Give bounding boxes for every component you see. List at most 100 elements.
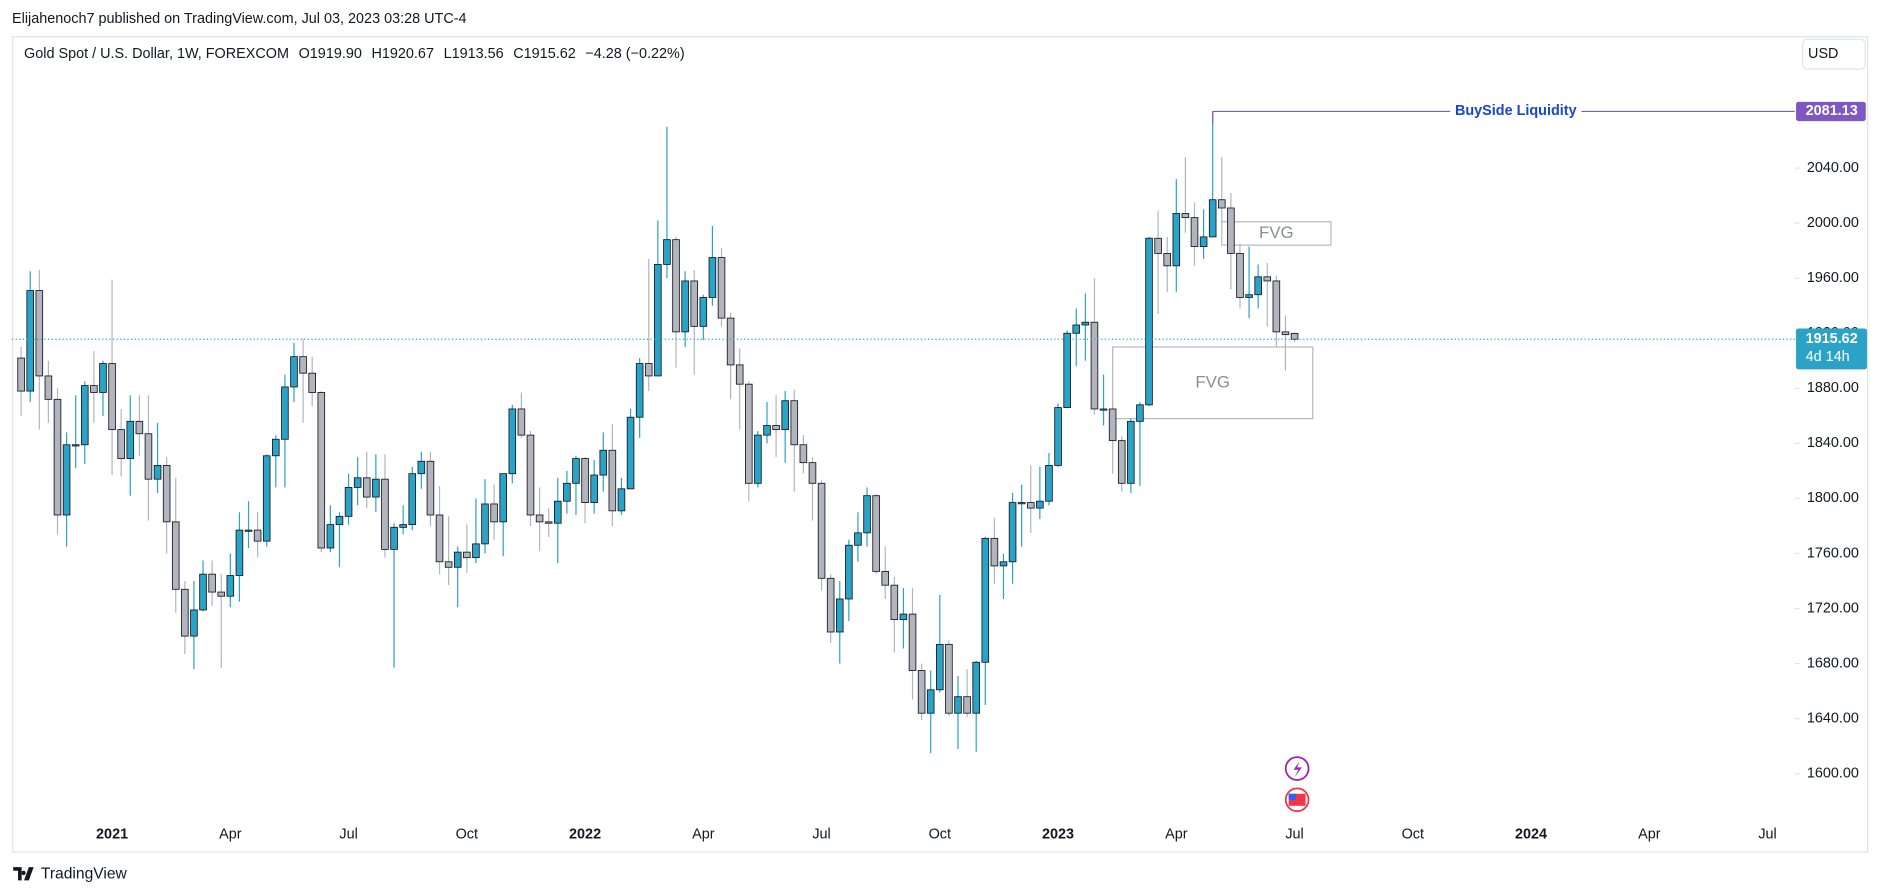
candle-body — [1017, 502, 1026, 505]
candle-body — [444, 561, 453, 568]
candle-body — [835, 598, 844, 633]
candle-body — [1026, 502, 1035, 509]
candle-body — [1263, 276, 1272, 282]
candle-body — [481, 503, 489, 545]
candle-body — [581, 458, 589, 504]
x-tick-label: Apr — [219, 826, 242, 842]
chart-frame — [12, 36, 1869, 853]
candle-body — [1145, 237, 1153, 406]
candle-body — [508, 408, 517, 475]
candle-body — [754, 434, 762, 484]
candle-body — [99, 363, 107, 393]
candle-body — [990, 537, 999, 567]
y-tick-label: 1680.00 — [1807, 655, 1859, 671]
y-tick-label: 1840.00 — [1807, 435, 1859, 451]
candle-body — [517, 408, 526, 436]
candle-body — [945, 643, 953, 714]
candle-body — [717, 257, 726, 319]
candle-body — [253, 529, 262, 542]
candle-body — [563, 482, 571, 502]
lightning-icon — [1293, 761, 1302, 777]
legend-symbol: Gold Spot / U.S. Dollar, 1W, FOREXCOM — [24, 46, 289, 62]
candle-body — [344, 487, 353, 517]
legend-change: −4.28 (−0.22%) — [585, 46, 684, 62]
candle-body — [1172, 213, 1181, 267]
candle-body — [435, 514, 444, 563]
candle-body — [490, 503, 498, 523]
candle-body — [135, 420, 144, 435]
y-tick-label: 1640.00 — [1807, 711, 1859, 727]
candle-body — [1281, 331, 1290, 336]
candle-body — [108, 363, 116, 431]
candle-body — [681, 280, 689, 333]
candle-body — [162, 464, 171, 523]
candle-body — [617, 488, 626, 512]
candle-body — [226, 575, 235, 597]
candle-body — [1036, 500, 1044, 509]
y-tick-label: 1800.00 — [1807, 490, 1859, 506]
candle-body — [763, 425, 771, 436]
x-tick-label: 2021 — [96, 826, 128, 842]
event-icons — [1284, 756, 1310, 813]
candle-body — [854, 532, 862, 546]
candle-body — [690, 280, 699, 327]
countdown-label: 4d 14h — [1806, 349, 1850, 365]
candle-body — [663, 239, 671, 265]
candle-body — [1181, 213, 1190, 219]
candle-body — [44, 375, 53, 400]
candle-body — [954, 696, 962, 714]
x-tick-label: Jul — [1758, 826, 1776, 842]
flag-canton — [1288, 793, 1296, 800]
last-price-label: 1915.62 — [1806, 331, 1858, 347]
currency-button[interactable] — [1802, 38, 1866, 70]
candle-body — [290, 356, 298, 388]
candle-body — [62, 444, 71, 516]
fvg-label: FVG — [1259, 223, 1294, 242]
candle-body — [626, 416, 635, 490]
legend-close: C1915.62 — [513, 46, 575, 62]
candle-body — [299, 356, 307, 374]
candle-body — [999, 561, 1008, 567]
candle-body — [936, 643, 944, 691]
x-tick-label: 2022 — [569, 826, 601, 842]
candle-body — [262, 455, 271, 542]
candle-body — [1127, 420, 1135, 484]
x-tick-label: 2023 — [1042, 826, 1074, 842]
candle-body — [53, 398, 62, 516]
candle-body — [499, 473, 507, 523]
candle-body — [1218, 199, 1226, 209]
currency-label[interactable]: USD — [1808, 46, 1838, 62]
x-tick-label: Apr — [692, 826, 715, 842]
footer-logo: TradingView — [13, 865, 128, 882]
candle-body — [317, 392, 326, 549]
candle-body — [244, 529, 253, 532]
candle-body — [208, 573, 216, 593]
candle-body — [17, 357, 25, 392]
liquidity-label: BuySide Liquidity — [1455, 103, 1577, 119]
candle-body — [899, 613, 908, 621]
x-tick-label: Oct — [929, 826, 951, 842]
candle-body — [399, 524, 407, 528]
candle-body — [745, 383, 753, 484]
fvg-box — [1221, 221, 1332, 246]
candle-body — [426, 460, 435, 516]
liquidity-price: 2081.13 — [1806, 103, 1858, 119]
candle-body — [926, 689, 935, 714]
candle-body — [1199, 236, 1208, 247]
candle-body — [335, 515, 344, 526]
candle-body — [1081, 321, 1090, 326]
candle-body — [390, 526, 398, 550]
candle-body — [735, 364, 744, 385]
candle-body — [635, 363, 644, 418]
candle-body — [708, 257, 717, 298]
candle-body — [472, 543, 480, 559]
candle-body — [126, 420, 135, 459]
candle-body — [553, 500, 562, 524]
candle-body — [35, 290, 44, 377]
candle-body — [590, 474, 598, 504]
candle-body — [90, 385, 98, 393]
candle-body — [644, 363, 653, 377]
y-tick-label: 1760.00 — [1807, 545, 1859, 561]
candle-body — [908, 613, 917, 671]
